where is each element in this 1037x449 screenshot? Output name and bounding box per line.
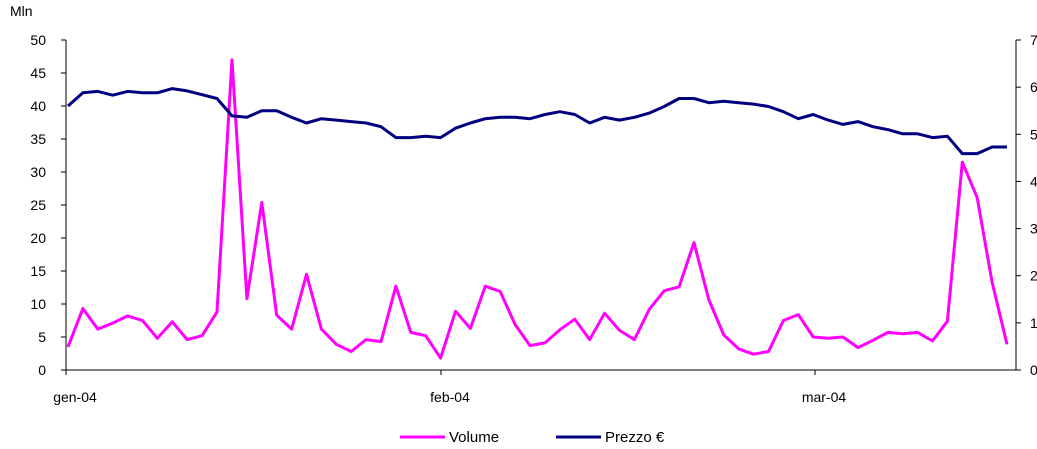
- right-axis-ticks: 0 1 2 3 4 5 6 7: [1016, 32, 1037, 378]
- legend-label-volume: Volume: [449, 429, 499, 446]
- left-tick-label: 35: [30, 131, 46, 147]
- left-tick-label: 5: [38, 329, 46, 345]
- left-tick-label: 20: [30, 230, 46, 246]
- right-tick-label: 1: [1030, 315, 1037, 331]
- right-tick-label: 0: [1030, 362, 1037, 378]
- left-axis-unit-label: Mln: [10, 3, 33, 19]
- series-layer: [66, 58, 1009, 360]
- left-tick-label: 45: [30, 65, 46, 81]
- left-tick-label: 10: [30, 296, 46, 312]
- right-tick-label: 6: [1030, 79, 1037, 95]
- right-tick-label: 7: [1030, 32, 1037, 48]
- left-tick-label: 15: [30, 263, 46, 279]
- left-tick-label: 50: [30, 32, 46, 48]
- left-tick-label: 40: [30, 98, 46, 114]
- x-tick-label: mar-04: [802, 389, 847, 405]
- x-axis-ticks: gen-04 feb-04 mar-04: [53, 370, 846, 405]
- x-tick-label: gen-04: [53, 389, 97, 405]
- left-tick-label: 0: [38, 362, 46, 378]
- legend-label-prezzo: Prezzo €: [605, 429, 665, 446]
- right-tick-label: 3: [1030, 221, 1037, 237]
- right-tick-label: 2: [1030, 268, 1037, 284]
- x-tick-label: feb-04: [430, 389, 470, 405]
- series-line-prezzo: [67, 87, 1007, 156]
- axes: Mln: [10, 3, 1017, 371]
- legend: Volume Prezzo €: [400, 429, 665, 446]
- right-tick-label: 4: [1030, 173, 1037, 189]
- left-axis-ticks: 0 5 10 15 20 25 30 35 40 45 50: [30, 32, 66, 378]
- right-tick-label: 5: [1030, 126, 1037, 142]
- series-line-volume: [66, 58, 1009, 360]
- left-tick-label: 25: [30, 197, 46, 213]
- left-tick-label: 30: [30, 164, 46, 180]
